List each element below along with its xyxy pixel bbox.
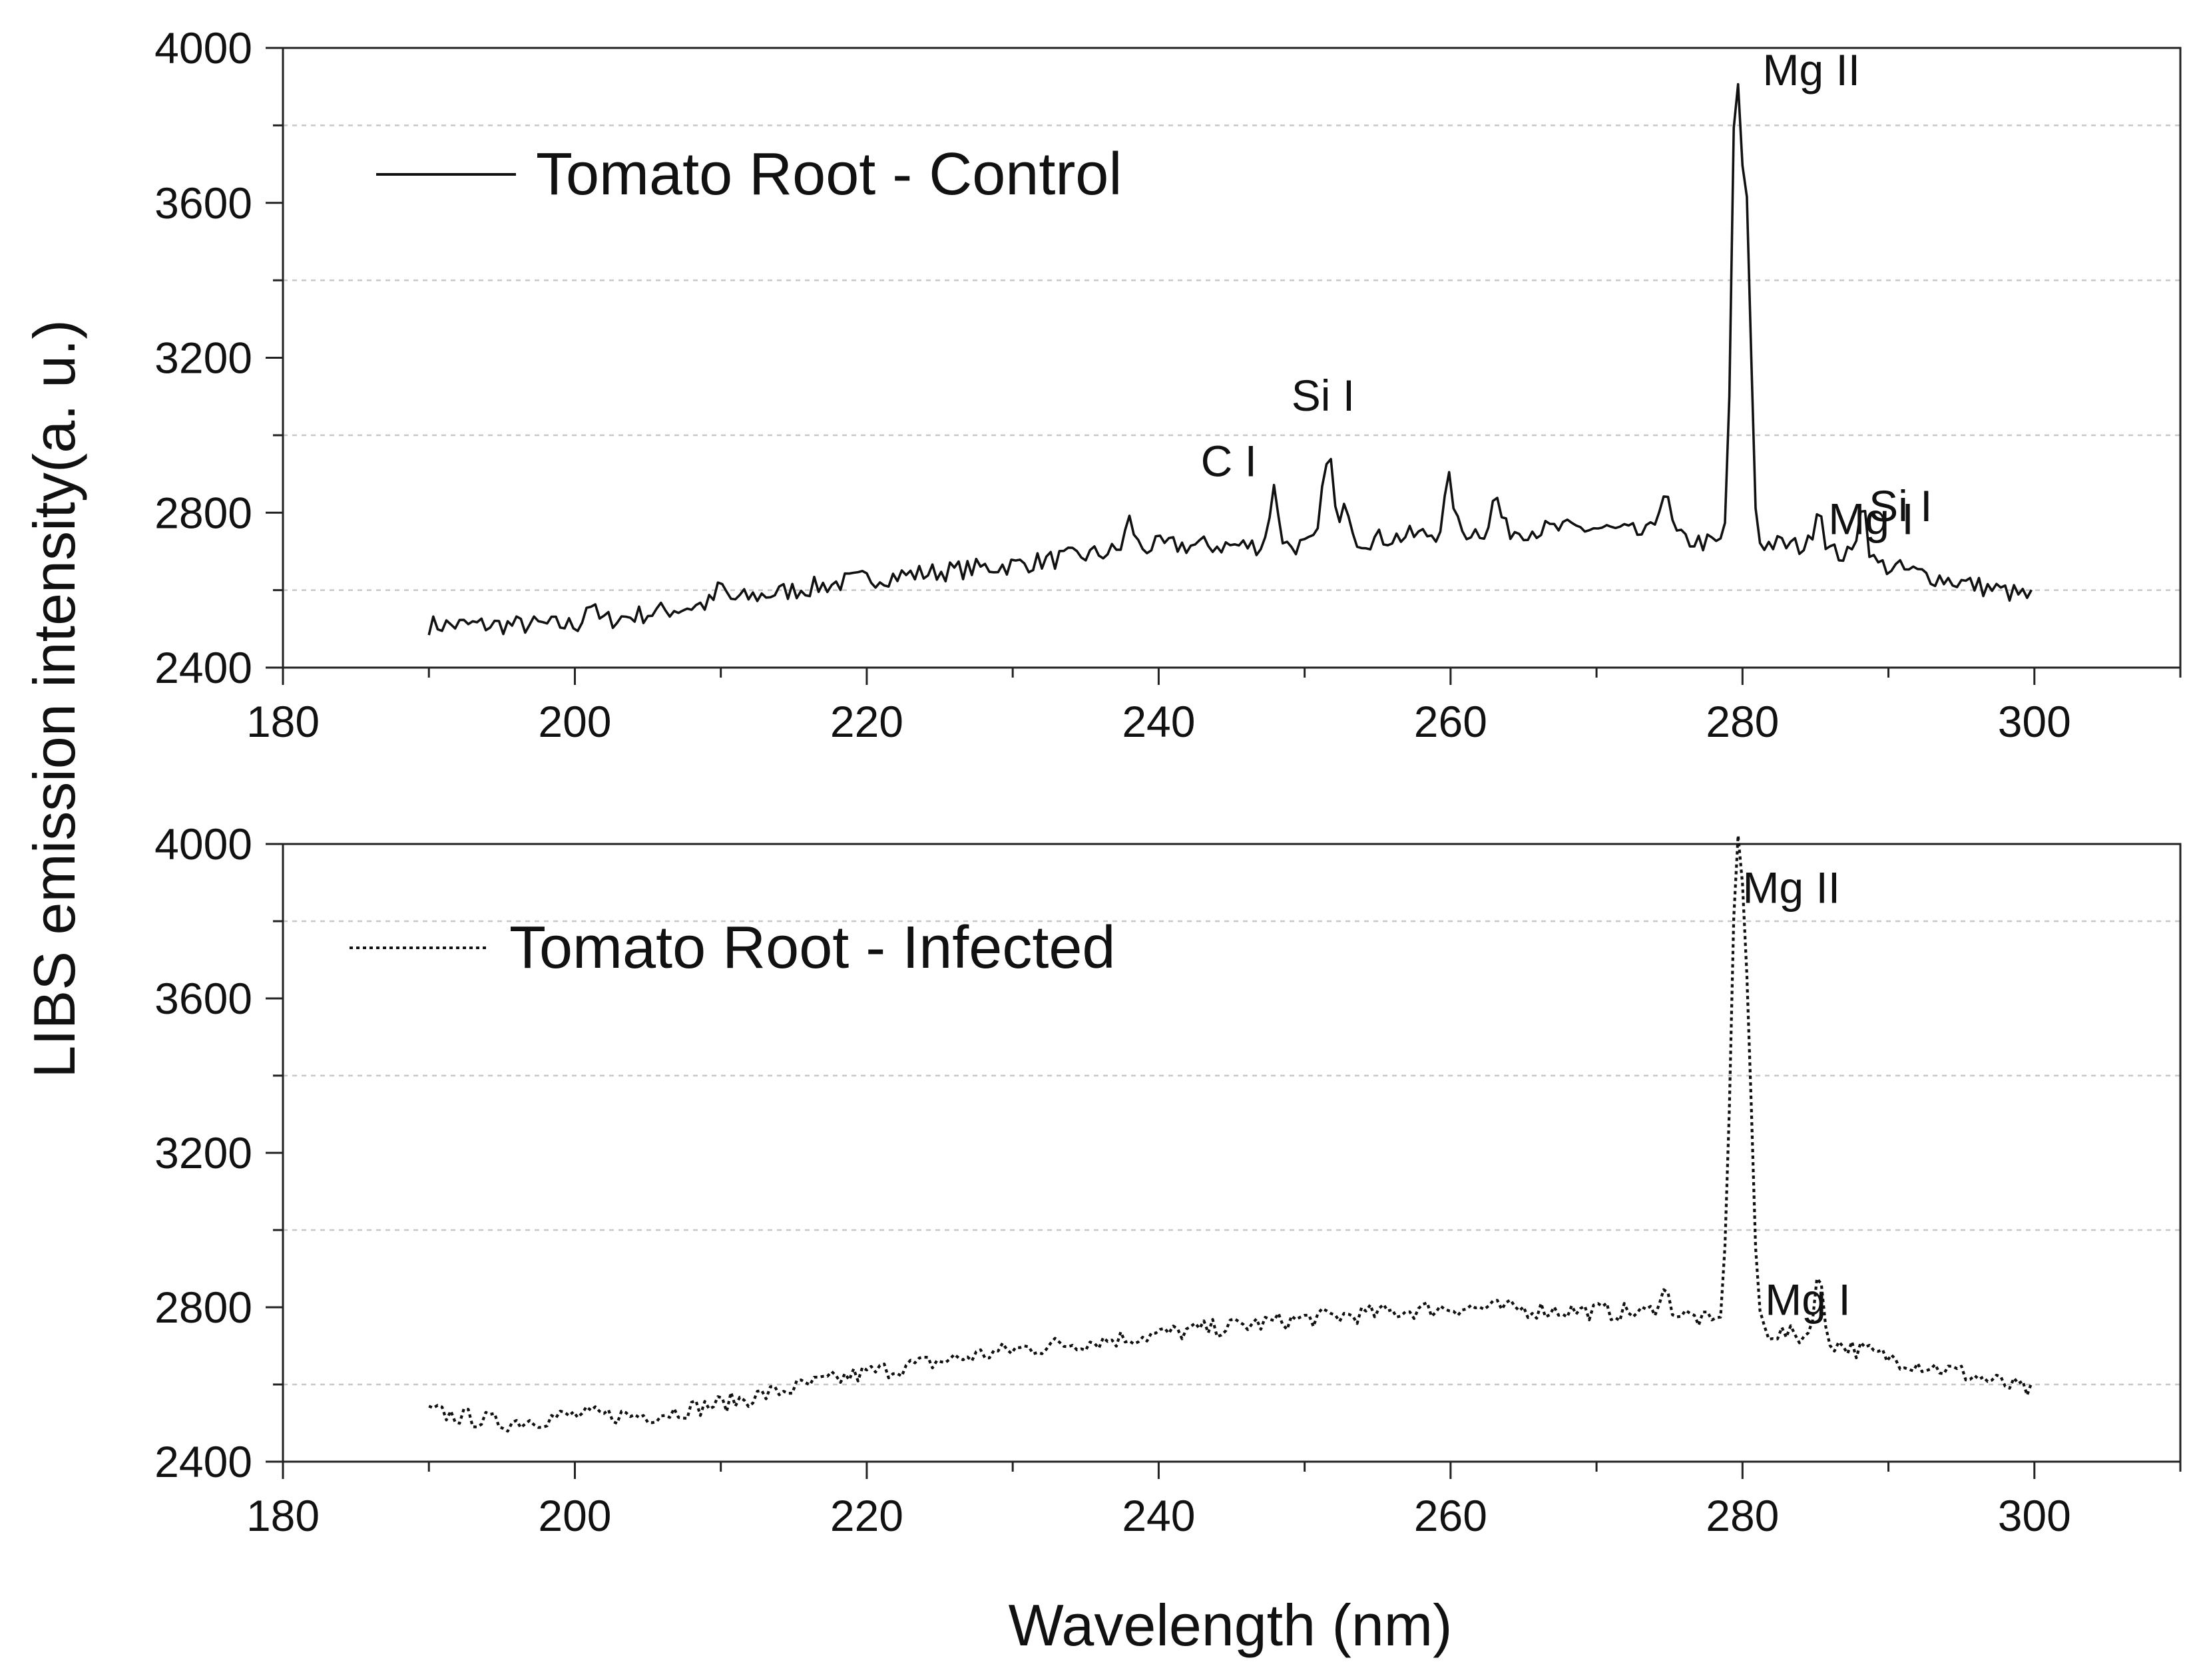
y-tick-label: 3200 (154, 1128, 252, 1177)
x-tick-label: 200 (538, 697, 611, 746)
x-tick-label: 180 (246, 1491, 320, 1540)
x-tick-label: 260 (1414, 1491, 1487, 1540)
y-tick-label: 3600 (154, 974, 252, 1023)
y-tick-label: 4000 (154, 23, 252, 73)
y-tick-label: 2800 (154, 1283, 252, 1332)
x-tick-label: 220 (830, 1491, 903, 1540)
x-tick-label: 300 (1998, 697, 2071, 746)
legend-label: Tomato Root - Infected (509, 915, 1115, 981)
x-tick-label: 180 (246, 697, 320, 746)
peak-label: Mg I (1828, 495, 1913, 544)
y-tick-label: 2800 (154, 488, 252, 537)
peak-label: C I (1201, 436, 1257, 485)
y-tick-label: 4000 (154, 819, 252, 869)
legend-label: Tomato Root - Control (536, 141, 1122, 208)
peak-label: Mg II (1742, 863, 1840, 912)
series-line (427, 83, 2033, 636)
y-axis-title: LIBS emission intensity(a. u.) (21, 319, 87, 1078)
peak-label: Mg II (1762, 45, 1860, 95)
peak-label: Si I (1292, 371, 1355, 420)
peak-label: Si I (1869, 481, 1932, 530)
y-tick-label: 3200 (154, 333, 252, 383)
x-axis-title: Wavelength (nm) (1009, 1592, 1453, 1658)
x-tick-label: 260 (1414, 697, 1487, 746)
x-tick-label: 280 (1706, 697, 1779, 746)
x-tick-label: 240 (1122, 1491, 1195, 1540)
y-tick-label: 3600 (154, 178, 252, 228)
peak-label: Mg I (1765, 1275, 1850, 1325)
y-tick-label: 2400 (154, 1437, 252, 1486)
x-tick-label: 220 (830, 697, 903, 746)
x-tick-label: 300 (1998, 1491, 2071, 1540)
series-line (428, 834, 2033, 1433)
panel-infected: 180 200 220 240 260 280 300 2400 2800 3200 3600 400… (154, 819, 2182, 1540)
x-tick-label: 200 (538, 1491, 611, 1540)
x-tick-label: 280 (1706, 1491, 1779, 1540)
y-tick-label: 2400 (154, 643, 252, 692)
panel-control: 180 200 220 240 260 280 300 2400 2800 3200 3600 400… (154, 23, 2182, 746)
x-tick-label: 240 (1122, 697, 1195, 746)
